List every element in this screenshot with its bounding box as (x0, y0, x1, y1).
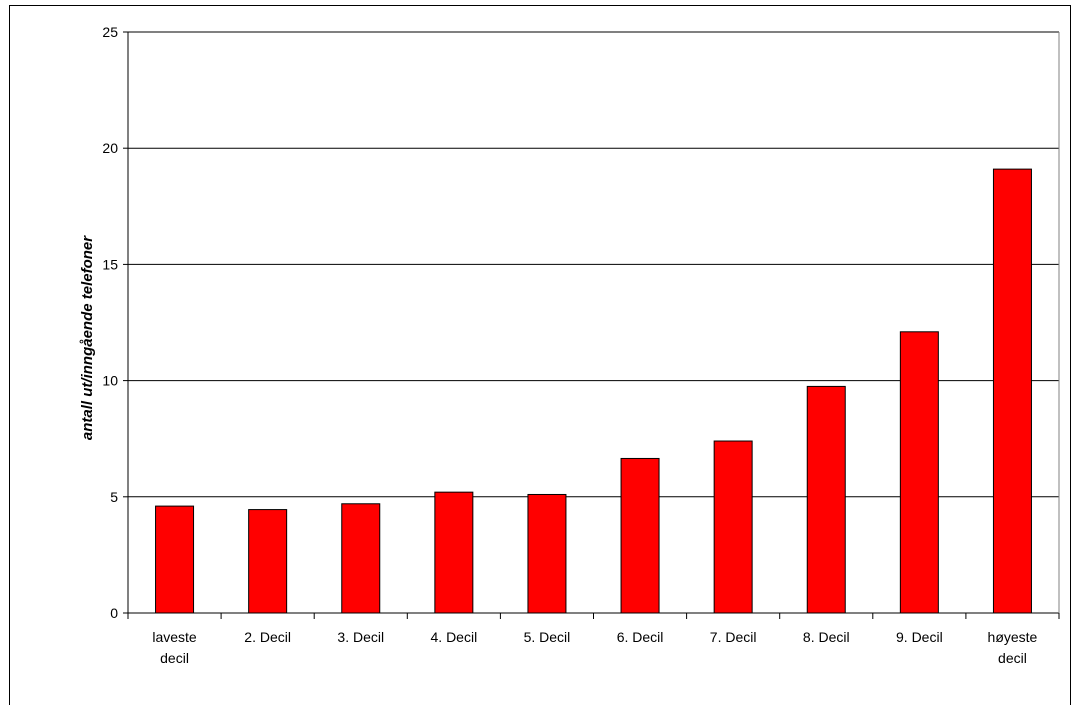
bar (341, 503, 381, 614)
chart-frame (9, 5, 1071, 705)
x-tick-label: decil (998, 650, 1027, 666)
x-tick-label: 2. Decil (244, 629, 291, 645)
y-tick-label: 0 (110, 605, 118, 621)
gridlines (128, 31, 1059, 498)
x-tick-label: laveste (152, 629, 197, 645)
y-tick-label: 15 (102, 256, 118, 272)
bar (713, 440, 753, 614)
bar (992, 168, 1032, 614)
bar (620, 457, 660, 614)
bar (434, 491, 474, 614)
bar (527, 493, 567, 614)
bar (899, 331, 939, 614)
x-tick-label: 5. Decil (524, 629, 571, 645)
x-tick-label: høyeste (988, 629, 1038, 645)
bar (155, 505, 195, 614)
y-tick-label: 5 (110, 489, 118, 505)
y-tick-labels: 0 5 10 15 20 25 (102, 24, 128, 621)
x-tick-label: 9. Decil (896, 629, 943, 645)
x-tick-label: decil (160, 650, 189, 666)
x-tick-label: 8. Decil (803, 629, 850, 645)
bar (248, 509, 288, 614)
y-tick-label: 10 (102, 373, 118, 389)
bar (806, 385, 846, 614)
x-tick-label: 6. Decil (617, 629, 664, 645)
bars (155, 168, 1032, 614)
x-tick-label: 4. Decil (431, 629, 478, 645)
y-tick-label: 25 (102, 24, 118, 40)
y-tick-label: 20 (102, 140, 118, 156)
axes (127, 32, 1060, 619)
x-tick-label: 3. Decil (337, 629, 384, 645)
x-tick-labels: laveste decil 2. Decil 3. Decil 4. Decil 5. D… (152, 629, 1037, 666)
y-axis-label: antall ut/inngående telefoner (79, 235, 96, 440)
x-tick-label: 7. Decil (710, 629, 757, 645)
